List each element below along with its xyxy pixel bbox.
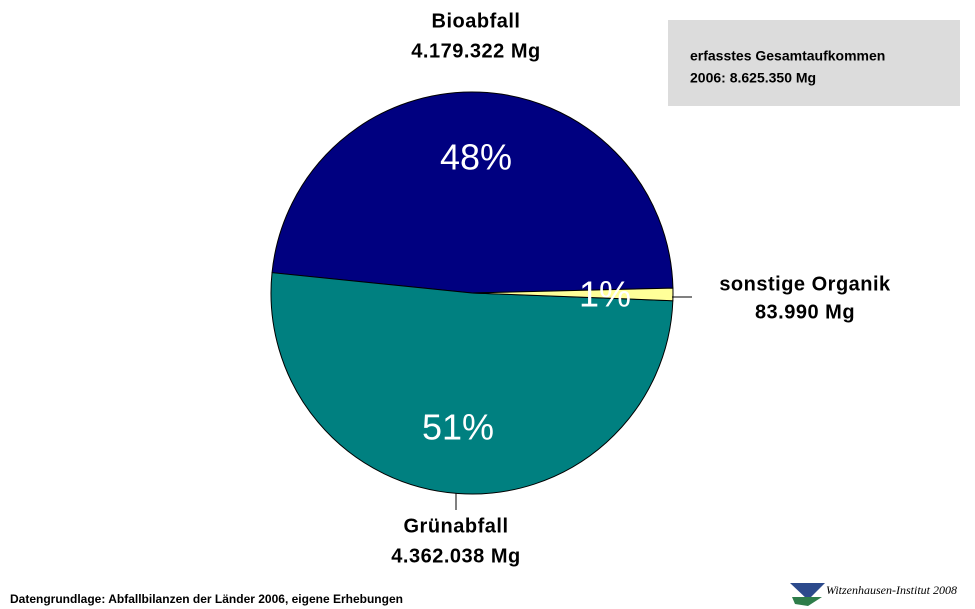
logo-shape	[792, 597, 822, 606]
annotation-line: 2006: 8.625.350 Mg	[690, 70, 816, 86]
logo-text: Witzenhausen-Institut 2008	[826, 583, 957, 597]
pie-slice	[471, 287, 674, 302]
annotation-box	[668, 20, 960, 106]
annotation-line: erfasstes Gesamtaufkommen	[690, 48, 885, 64]
pie-slice	[270, 272, 674, 495]
source-note: Datengrundlage: Abfallbilanzen der Lände…	[10, 592, 403, 606]
category-label: Bioabfall	[432, 10, 521, 32]
amount-label: 4.179.322 Mg	[411, 40, 540, 62]
percent-label: 48%	[440, 137, 512, 178]
logo-shape	[790, 583, 825, 600]
percent-label: 1%	[579, 274, 631, 315]
amount-label: 83.990 Mg	[755, 301, 855, 323]
category-label: sonstige Organik	[719, 273, 891, 295]
logo: Witzenhausen-Institut 2008	[790, 583, 957, 606]
category-label: Grünabfall	[403, 515, 508, 537]
pie-slice	[271, 91, 674, 294]
amount-label: 4.362.038 Mg	[391, 545, 520, 567]
percent-label: 51%	[422, 407, 494, 448]
